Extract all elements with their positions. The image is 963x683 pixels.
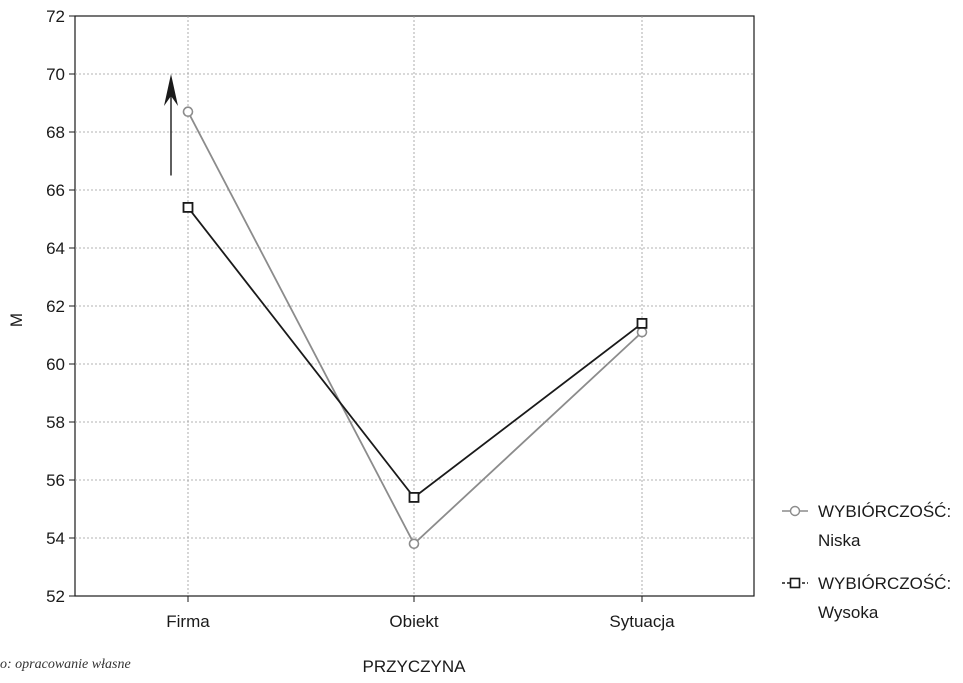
- x-tick-label: Sytuacja: [609, 612, 675, 631]
- y-tick-label: 54: [46, 529, 65, 548]
- legend-marker: [789, 505, 801, 517]
- y-tick-label: 70: [46, 65, 65, 84]
- series-1: [182, 106, 648, 550]
- data-point: [182, 106, 194, 117]
- data-point: [636, 317, 648, 329]
- legend-label: WYBIÓRCZOŚĆ:: [818, 502, 951, 521]
- legend: WYBIÓRCZOŚĆ: Niska WYBIÓRCZOŚĆ: Wysoka: [782, 502, 951, 622]
- y-tick-label: 64: [46, 239, 65, 258]
- x-tick-label: Firma: [166, 612, 210, 631]
- series-2: [182, 201, 648, 503]
- annotations: [164, 74, 178, 176]
- data-point: [636, 326, 648, 338]
- data-point: [408, 538, 420, 550]
- data-point: [408, 491, 420, 503]
- annotation-arrow: [164, 74, 178, 176]
- data-point: [182, 201, 194, 213]
- y-tick-label: 56: [46, 471, 65, 490]
- source-note: o: opracowanie własne: [0, 657, 131, 672]
- y-tick-label: 60: [46, 355, 65, 374]
- legend-marker: [789, 577, 801, 589]
- y-axis-title: M: [7, 313, 26, 327]
- legend-item-1: WYBIÓRCZOŚĆ: Niska: [782, 502, 951, 550]
- y-tick-label: 62: [46, 297, 65, 316]
- gridlines: [75, 16, 754, 596]
- x-axis-title: PRZYCZYNA: [363, 657, 467, 676]
- x-tick-label: Obiekt: [389, 612, 438, 631]
- y-tick-label: 66: [46, 181, 65, 200]
- arrow-head: [164, 74, 178, 106]
- x-axis: Firma Obiekt Sytuacja: [166, 596, 675, 631]
- legend-item-2: WYBIÓRCZOŚĆ: Wysoka: [782, 574, 951, 622]
- y-tick-label: 58: [46, 413, 65, 432]
- y-tick-label: 68: [46, 123, 65, 142]
- series-group: [182, 106, 648, 550]
- y-axis: 52 54 56 58 60 62 64 66 68 70 72: [46, 7, 75, 606]
- y-tick-label: 72: [46, 7, 65, 26]
- legend-label: WYBIÓRCZOŚĆ:: [818, 574, 951, 593]
- legend-label: Niska: [818, 531, 861, 550]
- y-tick-label: 52: [46, 587, 65, 606]
- legend-label: Wysoka: [818, 603, 879, 622]
